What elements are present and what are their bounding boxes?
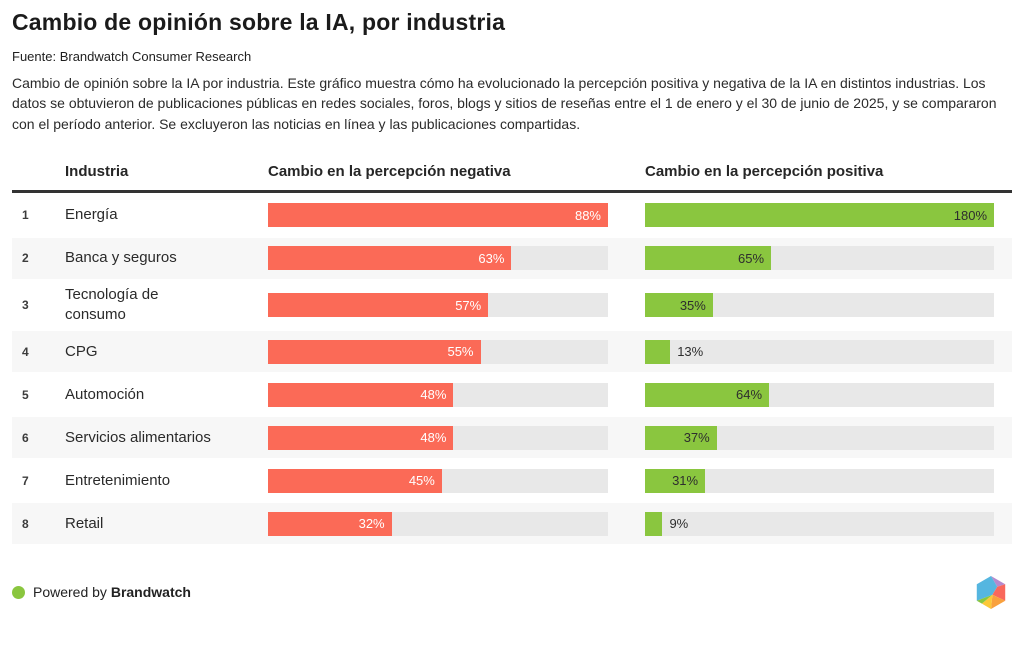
column-header-positiva: Cambio en la percepción positiva	[645, 162, 884, 180]
positive-bar-track: 180%	[645, 203, 994, 228]
industry-table: Industria Cambio en la percepción negati…	[12, 163, 1012, 545]
positive-bar-track: 37%	[645, 425, 994, 450]
table-row: 3 Tecnología de consumo 57% 35%	[12, 278, 1012, 330]
negative-bar-value: 48%	[420, 430, 447, 446]
negative-bar: 48%	[268, 382, 454, 407]
positive-bar-value: 37%	[683, 430, 710, 446]
negative-bar: 63%	[268, 246, 512, 271]
positive-bar-track: 13%	[645, 339, 994, 364]
positive-bar-value-outside: 9%	[669, 516, 689, 532]
industry-label: Tecnología de consumo	[65, 285, 159, 324]
positive-bar: 180%	[645, 203, 994, 228]
brandwatch-logo-icon	[976, 576, 1006, 610]
table-row: 5 Automoción 48% 64%	[12, 372, 1012, 415]
table-body: 1 Energía 88% 180% 2 Banca y seguros 63%	[12, 192, 1012, 545]
positive-bar	[645, 511, 663, 536]
positive-bar-value: 64%	[736, 387, 763, 403]
negative-bar-track: 32%	[268, 511, 608, 536]
row-rank: 2	[22, 251, 29, 266]
negative-bar: 32%	[268, 511, 392, 536]
row-rank: 7	[22, 473, 29, 488]
negative-bar-track: 48%	[268, 382, 608, 407]
table-header-row: Industria Cambio en la percepción negati…	[12, 163, 1012, 193]
infographic: Cambio de opinión sobre la IA, por indus…	[0, 9, 1024, 610]
positive-bar-track: 31%	[645, 468, 994, 493]
positive-bar-value: 65%	[737, 250, 765, 266]
positive-bar-track: 64%	[645, 382, 994, 407]
negative-bar: 45%	[268, 468, 442, 493]
negative-bar-track: 55%	[268, 339, 608, 364]
industry-label: Energía	[65, 206, 118, 224]
positive-bar-track: 35%	[645, 293, 994, 318]
negative-bar-value: 32%	[358, 516, 385, 532]
positive-bar-value-outside: 13%	[677, 344, 704, 360]
negative-bar-track: 48%	[268, 425, 608, 450]
negative-bar-value: 88%	[574, 207, 601, 223]
row-rank: 3	[22, 298, 29, 313]
industry-label: Servicios alimentarios	[65, 428, 211, 446]
table-row: 2 Banca y seguros 63% 65%	[12, 235, 1012, 279]
positive-bar: 64%	[645, 382, 770, 407]
industry-label: CPG	[65, 342, 98, 360]
negative-bar-value: 45%	[408, 473, 435, 489]
negative-bar: 57%	[268, 293, 489, 318]
row-rank: 6	[22, 430, 29, 445]
negative-bar-value: 48%	[420, 387, 447, 403]
row-rank: 4	[22, 344, 29, 359]
negative-bar: 88%	[268, 203, 608, 228]
positive-bar-value: 31%	[672, 473, 699, 489]
positive-bar	[645, 339, 671, 364]
industry-label: Entretenimiento	[65, 471, 171, 489]
powered-by-label: Powered by Brandwatch	[33, 584, 191, 601]
page-title: Cambio de opinión sobre la IA, por indus…	[12, 9, 506, 35]
table-row: 6 Servicios alimentarios 48% 37%	[12, 415, 1012, 459]
positive-bar: 31%	[645, 468, 706, 493]
column-header-industria: Industria	[65, 162, 129, 180]
footer: Powered by Brandwatch	[12, 575, 1012, 610]
positive-bar-track: 9%	[645, 511, 994, 536]
negative-bar-track: 45%	[268, 468, 608, 493]
positive-bar-value: 35%	[679, 297, 706, 313]
row-rank: 5	[22, 387, 29, 402]
negative-bar: 55%	[268, 339, 481, 364]
negative-bar-value: 57%	[455, 297, 482, 313]
brand-dot-icon	[12, 585, 25, 599]
row-rank: 8	[22, 516, 29, 531]
negative-bar-value: 55%	[447, 344, 474, 360]
positive-bar-value: 180%	[953, 207, 987, 223]
positive-bar: 35%	[645, 293, 713, 318]
positive-bar: 65%	[645, 246, 772, 271]
table-row: 1 Energía 88% 180%	[12, 192, 1012, 236]
table-row: 4 CPG 55% 13%	[12, 329, 1012, 373]
negative-bar-track: 63%	[268, 246, 608, 271]
negative-bar: 48%	[268, 425, 454, 450]
negative-bar-track: 57%	[268, 293, 608, 318]
industry-label: Automoción	[65, 385, 145, 403]
negative-bar-track: 88%	[268, 203, 608, 228]
row-rank: 1	[22, 208, 29, 223]
industry-label: Banca y seguros	[65, 249, 177, 267]
brand-name: Brandwatch	[110, 584, 191, 601]
column-header-negativa: Cambio en la percepción negativa	[268, 162, 511, 180]
table-row: 7 Entretenimiento 45% 31%	[12, 458, 1012, 501]
description-text: Cambio de opinión sobre la IA por indust…	[12, 75, 997, 132]
source-label: Fuente: Brandwatch Consumer Research	[12, 49, 252, 64]
table-row: 8 Retail 32% 9%	[12, 501, 1012, 545]
positive-bar: 37%	[645, 425, 717, 450]
positive-bar-track: 65%	[645, 246, 994, 271]
industry-label: Retail	[65, 514, 104, 532]
negative-bar-value: 63%	[478, 250, 505, 266]
